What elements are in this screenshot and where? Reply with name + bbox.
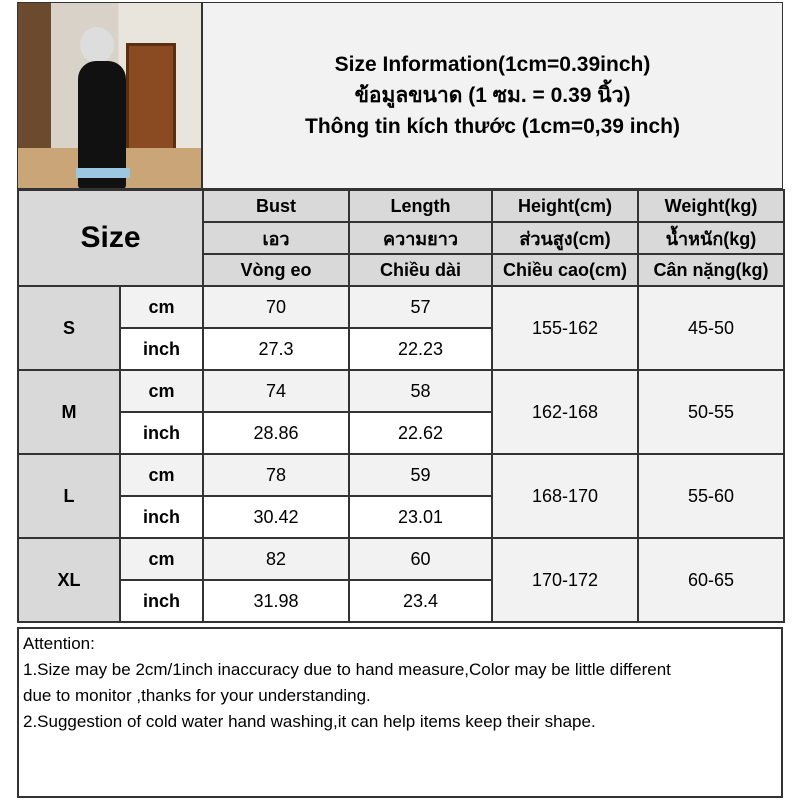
size-table: Size Bust Length Height(cm) Weight(kg) เ… [17,189,785,623]
col-height: Height(cm) [491,189,639,223]
size-label: L [17,453,121,539]
height-range: 168-170 [491,453,639,539]
title-english: Size Information(1cm=0.39inch) [334,53,651,76]
photo-door [126,43,176,159]
col-weight: Weight(kg) [637,189,785,223]
col-weight-vi: Cân nặng(kg) [637,253,785,287]
length-inch: 23.4 [348,579,493,623]
weight-range: 55-60 [637,453,785,539]
attention-line-1: 1.Size may be 2cm/1inch inaccuracy due t… [23,660,671,679]
weight-range: 45-50 [637,285,785,371]
weight-range: 60-65 [637,537,785,623]
photo-model-hem [76,168,130,178]
photo-model-cap [80,27,114,63]
length-inch: 23.01 [348,495,493,539]
attention-notes: Attention: 1.Size may be 2cm/1inch inacc… [17,627,783,798]
unit-inch: inch [119,495,204,539]
header-row-english: Size Bust Length Height(cm) Weight(kg) [17,189,785,287]
bust-cm: 82 [202,537,350,581]
length-cm: 60 [348,537,493,581]
size-info-title: Size Information(1cm=0.39inch) ข้อมูลขนา… [202,2,783,189]
col-height-th: ส่วนสูง(cm) [491,221,639,255]
col-bust: Bust [202,189,350,223]
col-weight-th: น้ำหนัก(kg) [637,221,785,255]
col-bust-vi: Vòng eo [202,253,350,287]
size-row-inch: inch 27.3 22.23 [18,327,784,371]
size-row-inch: inch 30.42 23.01 [18,495,784,539]
unit-cm: cm [119,537,204,581]
attention-line-2: 2.Suggestion of cold water hand washing,… [23,712,596,731]
size-row-cm: S cm 70 57 155-162 45-50 [17,285,785,371]
col-length-th: ความยาว [348,221,493,255]
length-inch: 22.62 [348,411,493,455]
attention-heading: Attention: [23,634,95,653]
header-row-thai: เอว ความยาว ส่วนสูง(cm) น้ำหนัก(kg) [18,221,785,255]
attention-line-1-cont: due to monitor ,thanks for your understa… [23,686,371,705]
size-row-cm: XL cm 82 60 170-172 60-65 [17,537,785,623]
length-cm: 57 [348,285,493,329]
length-inch: 22.23 [348,327,493,371]
size-header: Size [17,189,204,287]
bust-cm: 74 [202,369,350,413]
bust-inch: 27.3 [202,327,350,371]
weight-range: 50-55 [637,369,785,455]
bust-cm: 78 [202,453,350,497]
col-bust-th: เอว [202,221,350,255]
unit-cm: cm [119,453,204,497]
col-length-vi: Chiều dài [348,253,493,287]
size-label: M [17,369,121,455]
col-height-vi: Chiều cao(cm) [491,253,639,287]
unit-cm: cm [119,285,204,329]
unit-inch: inch [119,327,204,371]
unit-cm: cm [119,369,204,413]
size-row-inch: inch 28.86 22.62 [18,411,784,455]
size-row-cm: M cm 74 58 162-168 50-55 [17,369,785,455]
product-photo [17,2,202,189]
title-thai: ข้อมูลขนาด (1 ซม. = 0.39 นิ้ว) [354,84,631,107]
photo-model-top [78,61,126,188]
header-row-vietnamese: Vòng eo Chiều dài Chiều cao(cm) Cân nặng… [18,253,785,287]
height-range: 170-172 [491,537,639,623]
length-cm: 58 [348,369,493,413]
title-vietnamese: Thông tin kích thước (1cm=0,39 inch) [305,115,680,138]
size-label: XL [17,537,121,623]
length-cm: 59 [348,453,493,497]
size-label: S [17,285,121,371]
bust-inch: 28.86 [202,411,350,455]
bust-cm: 70 [202,285,350,329]
height-range: 155-162 [491,285,639,371]
height-range: 162-168 [491,369,639,455]
unit-inch: inch [119,579,204,623]
size-row-cm: L cm 78 59 168-170 55-60 [17,453,785,539]
bust-inch: 31.98 [202,579,350,623]
col-length: Length [348,189,493,223]
unit-inch: inch [119,411,204,455]
size-row-inch: inch 31.98 23.4 [18,579,784,623]
bust-inch: 30.42 [202,495,350,539]
